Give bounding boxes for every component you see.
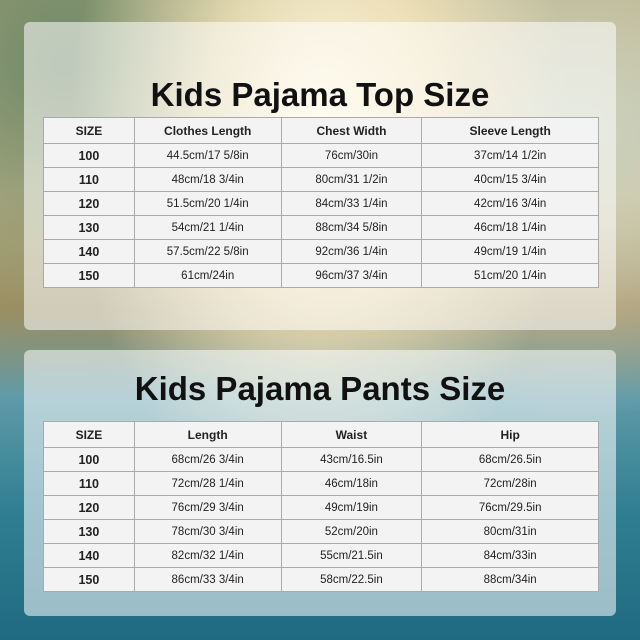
measurement-cell: 84cm/33in: [421, 543, 599, 568]
table-header-row: SIZE Length Waist Hip: [43, 421, 599, 448]
size-cell: 130: [43, 215, 135, 240]
top-size-title: Kids Pajama Top Size: [150, 76, 490, 113]
measurement-cell: 92cm/36 1/4in: [280, 239, 423, 264]
column-header: Waist: [280, 421, 423, 448]
table-row: 150 86cm/33 3/4in 58cm/22.5in 88cm/34in: [43, 567, 599, 592]
measurement-cell: 46cm/18in: [280, 471, 423, 496]
size-cell: 110: [43, 167, 135, 192]
column-header: Sleeve Length: [421, 117, 599, 144]
measurement-cell: 61cm/24in: [133, 263, 282, 288]
measurement-cell: 72cm/28in: [421, 471, 599, 496]
pants-size-table: SIZE Length Waist Hip 100 68cm/26 3/4in 43cm/…: [43, 421, 599, 592]
column-header: Clothes Length: [133, 117, 282, 144]
table-row: 100 44.5cm/17 5/8in 76cm/30in 37cm/14 1/2in: [43, 143, 599, 168]
measurement-cell: 58cm/22.5in: [280, 567, 423, 592]
size-cell: 150: [43, 263, 135, 288]
size-cell: 110: [43, 471, 135, 496]
table-header-row: SIZE Clothes Length Chest Width Sleeve Leng…: [43, 117, 599, 144]
column-header: SIZE: [43, 117, 135, 144]
size-cell: 150: [43, 567, 135, 592]
table-row: 130 78cm/30 3/4in 52cm/20in 80cm/31in: [43, 519, 599, 544]
top-size-table: SIZE Clothes Length Chest Width Sleeve Leng…: [43, 117, 599, 288]
measurement-cell: 96cm/37 3/4in: [280, 263, 423, 288]
size-cell: 140: [43, 239, 135, 264]
table-row: 140 82cm/32 1/4in 55cm/21.5in 84cm/33in: [43, 543, 599, 568]
table-row: 120 76cm/29 3/4in 49cm/19in 76cm/29.5in: [43, 495, 599, 520]
measurement-cell: 54cm/21 1/4in: [133, 215, 282, 240]
table-row: 120 51.5cm/20 1/4in 84cm/33 1/4in 42cm/16 3…: [43, 191, 599, 216]
measurement-cell: 80cm/31 1/2in: [280, 167, 423, 192]
measurement-cell: 76cm/29.5in: [421, 495, 599, 520]
measurement-cell: 78cm/30 3/4in: [133, 519, 282, 544]
measurement-cell: 48cm/18 3/4in: [133, 167, 282, 192]
size-cell: 120: [43, 191, 135, 216]
measurement-cell: 86cm/33 3/4in: [133, 567, 282, 592]
table-row: 150 61cm/24in 96cm/37 3/4in 51cm/20 1/4in: [43, 263, 599, 288]
measurement-cell: 80cm/31in: [421, 519, 599, 544]
measurement-cell: 43cm/16.5in: [280, 447, 423, 472]
measurement-cell: 76cm/29 3/4in: [133, 495, 282, 520]
measurement-cell: 42cm/16 3/4in: [421, 191, 599, 216]
size-cell: 130: [43, 519, 135, 544]
measurement-cell: 68cm/26.5in: [421, 447, 599, 472]
column-header: Hip: [421, 421, 599, 448]
measurement-cell: 82cm/32 1/4in: [133, 543, 282, 568]
measurement-cell: 40cm/15 3/4in: [421, 167, 599, 192]
size-cell: 140: [43, 543, 135, 568]
measurement-cell: 51cm/20 1/4in: [421, 263, 599, 288]
pants-size-panel: Kids Pajama Pants Size SIZE Length Waist Hi…: [24, 350, 616, 616]
measurement-cell: 49cm/19 1/4in: [421, 239, 599, 264]
measurement-cell: 52cm/20in: [280, 519, 423, 544]
measurement-cell: 84cm/33 1/4in: [280, 191, 423, 216]
column-header: SIZE: [43, 421, 135, 448]
table-row: 110 48cm/18 3/4in 80cm/31 1/2in 40cm/15 3/4…: [43, 167, 599, 192]
measurement-cell: 51.5cm/20 1/4in: [133, 191, 282, 216]
measurement-cell: 49cm/19in: [280, 495, 423, 520]
table-row: 110 72cm/28 1/4in 46cm/18in 72cm/28in: [43, 471, 599, 496]
measurement-cell: 88cm/34 5/8in: [280, 215, 423, 240]
column-header: Length: [133, 421, 282, 448]
measurement-cell: 76cm/30in: [280, 143, 423, 168]
table-row: 130 54cm/21 1/4in 88cm/34 5/8in 46cm/18 1/4…: [43, 215, 599, 240]
table-row: 100 68cm/26 3/4in 43cm/16.5in 68cm/26.5in: [43, 447, 599, 472]
measurement-cell: 46cm/18 1/4in: [421, 215, 599, 240]
measurement-cell: 88cm/34in: [421, 567, 599, 592]
size-cell: 120: [43, 495, 135, 520]
size-cell: 100: [43, 447, 135, 472]
measurement-cell: 44.5cm/17 5/8in: [133, 143, 282, 168]
measurement-cell: 37cm/14 1/2in: [421, 143, 599, 168]
measurement-cell: 68cm/26 3/4in: [133, 447, 282, 472]
measurement-cell: 57.5cm/22 5/8in: [133, 239, 282, 264]
size-cell: 100: [43, 143, 135, 168]
pants-size-title: Kids Pajama Pants Size: [134, 370, 506, 407]
measurement-cell: 72cm/28 1/4in: [133, 471, 282, 496]
top-size-panel: Kids Pajama Top Size SIZE Clothes Length C…: [24, 22, 616, 330]
measurement-cell: 55cm/21.5in: [280, 543, 423, 568]
table-row: 140 57.5cm/22 5/8in 92cm/36 1/4in 49cm/19 1…: [43, 239, 599, 264]
column-header: Chest Width: [280, 117, 423, 144]
